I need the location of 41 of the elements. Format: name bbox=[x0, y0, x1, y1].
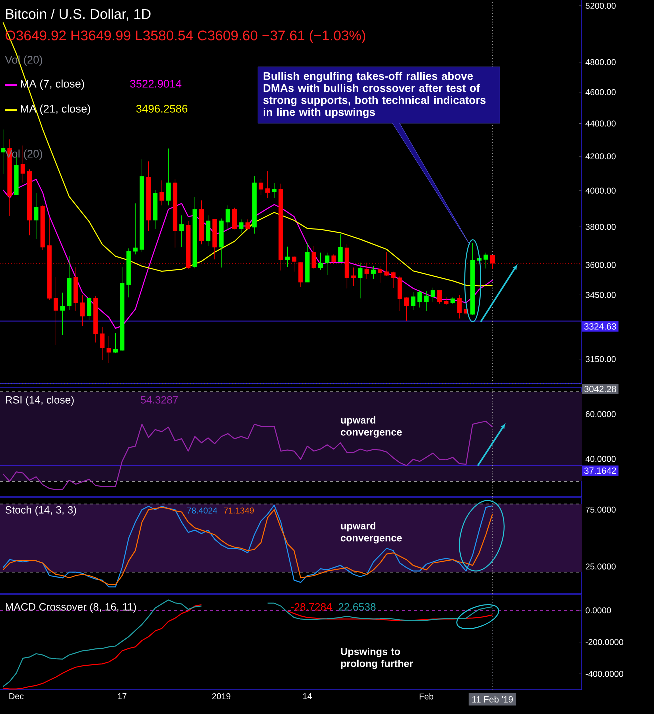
ref-line-label: 3324.63 bbox=[584, 323, 616, 330]
text: Stoch (14, 3, 3) bbox=[6, 506, 76, 516]
y-tick-label: -200.0000 bbox=[586, 639, 624, 646]
x-tick-label: 2019 bbox=[212, 694, 231, 700]
annotation: upward convergence bbox=[341, 522, 402, 544]
y-tick-label: 0.0000 bbox=[586, 608, 612, 614]
y-tick-label: 4400.00 bbox=[586, 120, 616, 127]
ref-line-label: 37.1642 bbox=[584, 468, 616, 474]
annotation: 71.1349 bbox=[224, 508, 254, 514]
annotation: 78.4024 bbox=[187, 508, 218, 514]
y-tick-label: 3800.00 bbox=[586, 224, 616, 230]
y-tick-label: 3150.00 bbox=[586, 356, 616, 362]
annotation: 3496.2586 bbox=[136, 105, 188, 113]
y-tick-label: 75.0000 bbox=[586, 506, 616, 513]
annotation: -28.7284 bbox=[291, 603, 332, 611]
y-tick-label: 4000.00 bbox=[586, 188, 616, 194]
x-tick-label: 14 bbox=[303, 694, 312, 700]
annotation: 3522.9014 bbox=[130, 80, 182, 88]
x-tick-label: 17 bbox=[118, 694, 127, 700]
y-tick-label: 4200.00 bbox=[586, 154, 616, 160]
y-tick-label: 4800.00 bbox=[586, 59, 616, 66]
ref-line-label: 11 Feb '19 bbox=[472, 696, 514, 703]
annotation: upward convergence bbox=[341, 416, 402, 438]
annotation: 22.6538 bbox=[338, 603, 376, 611]
text: RSI (14, close) bbox=[6, 396, 74, 406]
y-tick-label: 25.0000 bbox=[586, 564, 616, 570]
x-tick-label: Dec bbox=[10, 694, 24, 700]
ref-line-label: 3042.28 bbox=[584, 386, 616, 392]
y-tick-label: 40.0000 bbox=[586, 456, 616, 462]
y-tick-label: 60.0000 bbox=[586, 411, 616, 418]
annotation: Bullish engulfing takes-off rallies above DMAs with bullish crossover after test of strong supports, both technical indicators in line with upswings bbox=[264, 72, 486, 118]
annotation: 54.3287 bbox=[141, 396, 178, 404]
annotation: Upswings to prolong further bbox=[341, 648, 414, 670]
y-tick-label: 5200.00 bbox=[586, 3, 616, 10]
y-tick-label: -400.0000 bbox=[586, 671, 624, 678]
y-tick-label: 4600.00 bbox=[586, 89, 616, 96]
text: Bitcoin / U.S. Dollar, 1D bbox=[6, 8, 151, 21]
y-tick-label: 3450.00 bbox=[586, 292, 616, 298]
y-tick-label: 3600.00 bbox=[586, 262, 616, 268]
text: MACD Crossover (8, 16, 11) bbox=[6, 603, 136, 613]
x-tick-label: Feb bbox=[420, 694, 434, 700]
